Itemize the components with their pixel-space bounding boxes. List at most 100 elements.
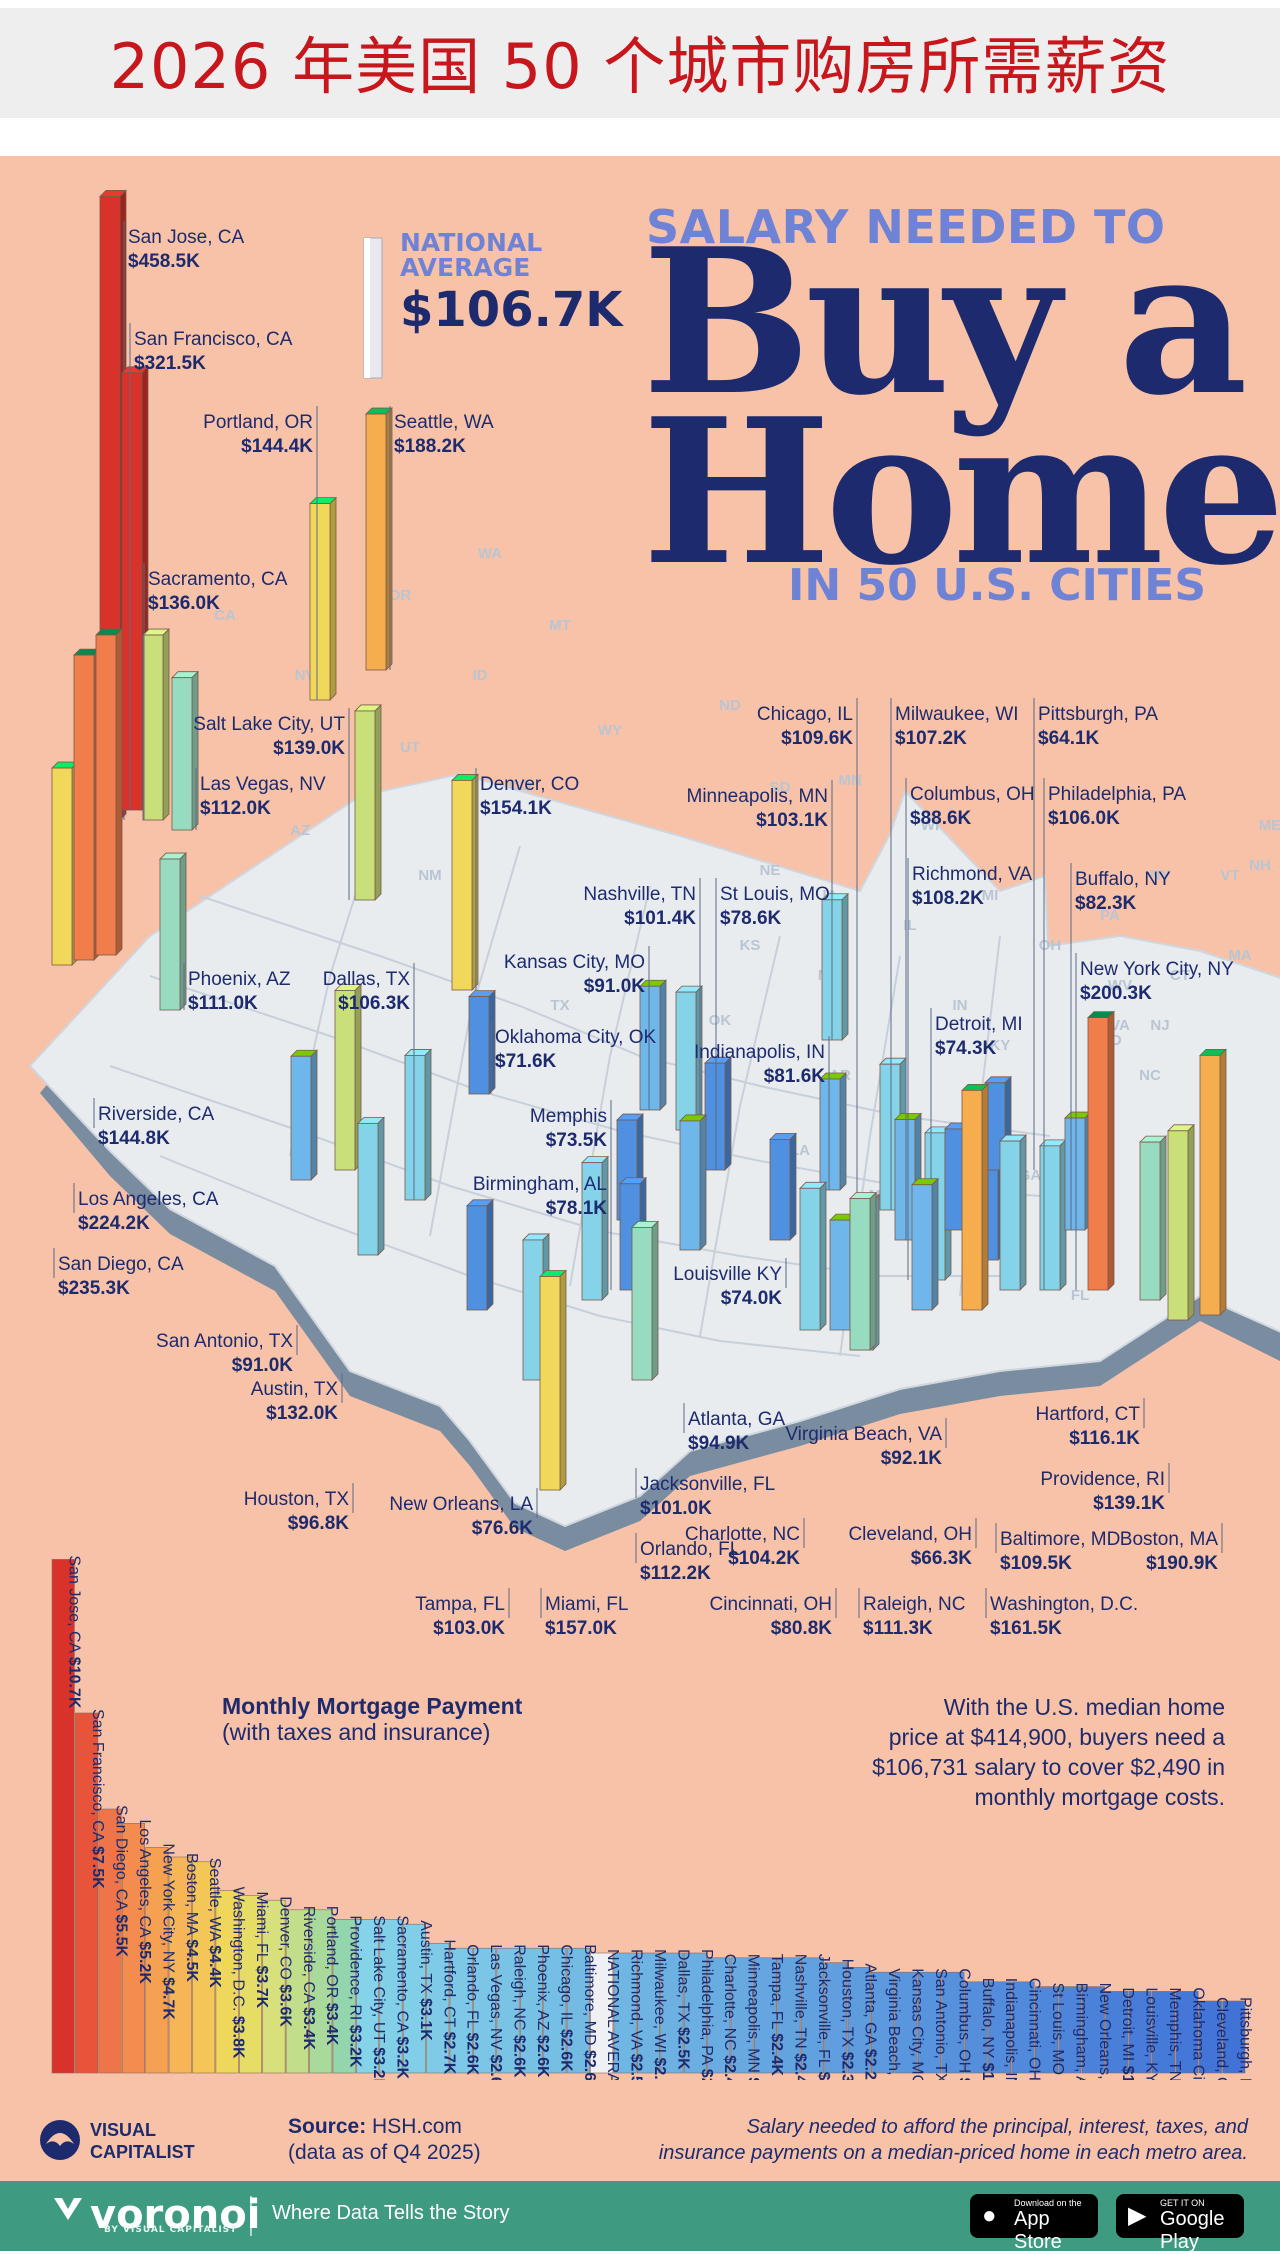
mortgage-city-label: Portland, OR $3.4K xyxy=(323,1906,340,2046)
mortgage-bar-pittsburgh-pa xyxy=(1222,2000,1246,2074)
salary-bar-portland-or xyxy=(309,406,337,701)
state-abbr-il: IL xyxy=(903,917,916,934)
state-abbr-mn: MN xyxy=(838,772,861,789)
mortgage-bar-washington-d-c xyxy=(215,1890,239,2074)
state-abbr-wi: WI xyxy=(921,817,939,834)
city-name: Houston, TX xyxy=(244,1489,350,1510)
mortgage-city-label: Tampa, FL $2.4K xyxy=(768,1954,785,2077)
salary-bar-boston-ma xyxy=(1199,1048,1227,1553)
city-salary: $108.2K xyxy=(912,888,984,909)
city-name: Cleveland, OH xyxy=(848,1524,972,1545)
state-abbr-nc: NC xyxy=(1139,1067,1161,1084)
state-abbr-wa: WA xyxy=(478,545,502,562)
mortgage-city-label: Las Vegas, NV $2.6K xyxy=(487,1944,504,2080)
national-average-label-line1: NATIONAL xyxy=(400,228,543,257)
city-salary: $235.3K xyxy=(58,1278,130,1299)
city-name: Washington, D.C. xyxy=(990,1594,1138,1615)
city-salary: $96.8K xyxy=(288,1513,350,1534)
city-salary: $112.0K xyxy=(200,798,271,819)
salary-bar-columbus-oh xyxy=(894,778,922,1241)
city-name: Milwaukee, WI xyxy=(895,704,1019,725)
salary-bar-baltimore-md xyxy=(995,1134,1027,1553)
state-abbr-in: IN xyxy=(953,997,968,1014)
city-salary: $88.6K xyxy=(910,808,972,829)
city-salary: $321.5K xyxy=(134,353,206,374)
mortgage-city-label: Indianapolis, IN $1.9K xyxy=(1002,1978,1019,2080)
city-name: Charlotte, NC xyxy=(685,1524,800,1545)
salary-bar-philadelphia-pa xyxy=(1039,778,1067,1291)
city-salary: $200.3K xyxy=(1080,983,1152,1004)
mortgage-city-label: Seattle, WA $4.4K xyxy=(206,1858,223,1989)
salary-bar-st-louis-mo xyxy=(704,878,732,1171)
city-name: San Antonio, TX xyxy=(156,1331,293,1352)
state-abbr-id: ID xyxy=(473,667,488,684)
city-name: Louisville KY xyxy=(673,1264,782,1285)
mortgage-city-label: Milwaukee, WI $2.5K xyxy=(651,1949,668,2080)
mortgage-bar-buffalo-ny xyxy=(964,1981,988,2074)
city-salary: $91.0K xyxy=(584,976,646,997)
mortgage-city-label: Los Angeles, CA $5.2K xyxy=(136,1819,153,1984)
state-abbr-wy: WY xyxy=(598,722,622,739)
city-name: Columbus, OH xyxy=(910,784,1035,805)
city-name: Richmond, VA xyxy=(912,864,1032,885)
banner-title: 2026 年美国 50 个城市购房所需薪资 xyxy=(109,30,1171,103)
city-salary: $76.6K xyxy=(472,1518,534,1539)
mortgage-bar-raleigh-nc xyxy=(496,1947,520,2074)
city-name: Cincinnati, OH xyxy=(710,1594,833,1615)
salary-bar-orlando-fl xyxy=(631,1220,659,1563)
mortgage-bar-hartford-ct xyxy=(426,1943,450,2074)
state-abbr-ut: UT xyxy=(400,739,420,756)
city-salary: $92.1K xyxy=(881,1448,943,1469)
city-salary: $161.5K xyxy=(990,1618,1062,1636)
city-salary: $109.5K xyxy=(1000,1553,1072,1574)
source-block: Source: HSH.com (data as of Q4 2025) xyxy=(288,2114,481,2166)
city-name: Virginia Beach, VA xyxy=(785,1424,942,1445)
city-name: Denver, CO xyxy=(480,774,579,795)
mortgage-bar-phoenix-az xyxy=(519,1947,543,2074)
mortgage-city-label: Dallas, TX $2.5K xyxy=(674,1949,691,2070)
mortgage-bar-riverside-ca xyxy=(285,1909,309,2074)
mortgage-bar-miami-fl xyxy=(238,1895,263,2074)
mortgage-bar-salt-lake-city-ut xyxy=(356,1919,380,2074)
city-name: Los Angeles, CA xyxy=(78,1189,219,1210)
city-salary: $78.1K xyxy=(546,1198,608,1219)
city-salary: $74.3K xyxy=(935,1038,997,1059)
city-name: Indianapolis, IN xyxy=(694,1042,825,1063)
note-line: price at $414,900, buyers need a xyxy=(888,1724,1225,1750)
salary-bars xyxy=(51,189,1227,1618)
state-abbr-fl: FL xyxy=(1071,1287,1089,1304)
city-name: Philadelphia, PA xyxy=(1048,784,1186,805)
mortgage-bar-kansas-city-mo xyxy=(894,1971,918,2074)
mortgage-city-label: Virginia Beach, VA $2.1K xyxy=(885,1968,902,2080)
app-store-button[interactable]: ● Download on the App Store xyxy=(970,2194,1098,2253)
city-name: Kansas City, MO xyxy=(504,952,645,973)
mortgage-bar-louisville-ky xyxy=(1128,1991,1152,2074)
headline-line3: Home xyxy=(642,375,1280,610)
mortgage-city-label: Oklahoma City, OK $1.7K xyxy=(1189,1987,1206,2080)
google-play-button[interactable]: ▶ GET IT ON Google Play xyxy=(1116,2194,1244,2253)
salary-bar-houston-tx xyxy=(352,1116,385,1513)
city-salary: $116.1K xyxy=(1069,1428,1140,1449)
mortgage-city-label: Richmond, VA $2.5K xyxy=(628,1949,645,2080)
mortgage-chart: San Jose, CA $10.7K San Francisco, CA $7.… xyxy=(51,1555,1253,2080)
mortgage-city-label: Nashville, TN $2.4K xyxy=(791,1954,808,2080)
mortgage-city-label: Salt Lake City, UT $3.2K xyxy=(370,1915,387,2080)
city-name: Jacksonville, FL xyxy=(640,1474,775,1495)
city-salary: $136.0K xyxy=(148,593,220,614)
mortgage-city-label: Providence, RI $3.2K xyxy=(347,1915,364,2068)
mortgage-bar-st-louis-mo xyxy=(1034,1986,1059,2074)
salary-bar-phoenix-az xyxy=(159,852,187,1011)
mortgage-city-label: Jacksonville, FL $2.4K xyxy=(815,1954,832,2080)
voronoi-brand[interactable]: voronoi xyxy=(90,2192,261,2238)
voronoi-logo-icon xyxy=(54,2198,82,2220)
mortgage-bar-san-francisco-ca xyxy=(75,1712,99,2074)
voronoi-tagline: Where Data Tells the Story xyxy=(272,2202,510,2224)
note-line: monthly mortgage costs. xyxy=(974,1784,1225,1810)
city-name: Portland, OR xyxy=(203,412,313,433)
mortgage-bar-milwaukee-wi xyxy=(636,1952,661,2074)
mortgage-city-label: San Francisco, CA $7.5K xyxy=(89,1709,106,1889)
city-salary: $103.0K xyxy=(433,1618,505,1636)
mortgage-bar-denver-co xyxy=(262,1899,286,2074)
mortgage-bar-philadelphia-pa xyxy=(683,1952,707,2074)
city-name: Hartford, CT xyxy=(1035,1404,1140,1425)
